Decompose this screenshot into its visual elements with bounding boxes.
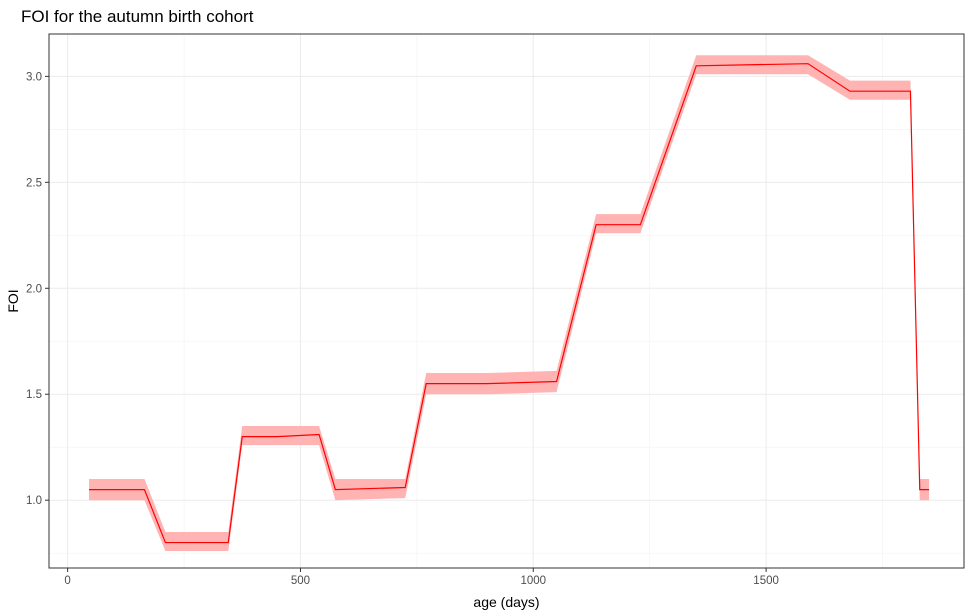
x-tick-label: 500 <box>291 575 310 587</box>
y-axis-title: FOI <box>5 289 21 312</box>
foi-line-layer <box>89 63 930 544</box>
chart-title: FOI for the autumn birth cohort <box>21 7 254 26</box>
x-tick-label: 1500 <box>753 575 779 587</box>
y-tick-label: 2.5 <box>26 177 42 189</box>
axis-ticks <box>45 75 767 572</box>
grid-lines <box>49 34 964 568</box>
y-tick-label: 1.0 <box>26 495 42 507</box>
x-axis-title: age (days) <box>473 594 539 610</box>
panel-border <box>48 33 965 569</box>
confidence-band <box>89 55 930 552</box>
x-tick-label: 0 <box>64 575 70 587</box>
x-tick-label: 1000 <box>520 575 546 587</box>
x-axis-tick-labels: 0 500 1000 1500 <box>64 575 778 587</box>
confidence-band-layer <box>89 55 930 552</box>
y-axis-tick-labels: 1.0 1.5 2.0 2.5 3.0 <box>26 71 42 507</box>
foi-line <box>89 63 930 544</box>
y-tick-label: 1.5 <box>26 389 42 401</box>
y-tick-label: 2.0 <box>26 283 42 295</box>
y-tick-label: 3.0 <box>26 71 42 83</box>
